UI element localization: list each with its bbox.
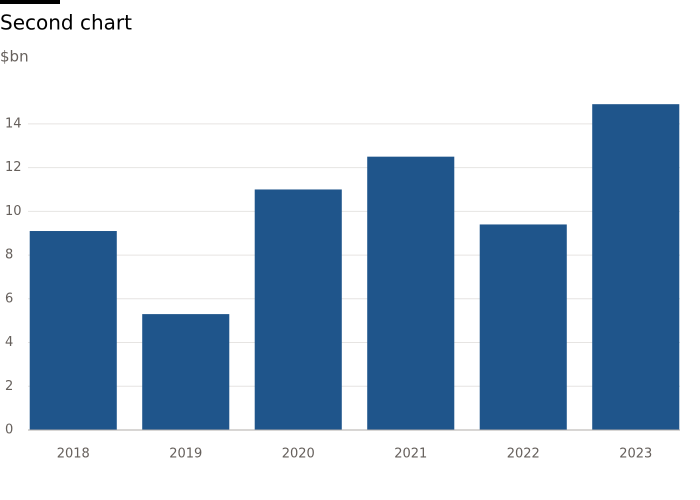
y-tick-label: 10 [5, 204, 22, 219]
bar [142, 314, 230, 430]
y-tick-label: 2 [5, 379, 13, 394]
y-tick-label: 6 [5, 291, 13, 306]
y-tick-label: 0 [5, 423, 13, 438]
bar [367, 156, 455, 430]
brand-bar [0, 0, 60, 4]
x-tick-label: 2022 [507, 447, 540, 462]
y-tick-label: 12 [5, 160, 22, 175]
x-tick-label: 2020 [282, 447, 315, 462]
chart-title: Second chart [0, 11, 132, 35]
y-tick-label: 14 [5, 116, 22, 131]
y-tick-label: 8 [5, 248, 13, 263]
x-tick-label: 2023 [619, 447, 652, 462]
bar [592, 104, 680, 430]
bar [29, 231, 117, 430]
chart-subtitle: $bn [0, 48, 29, 66]
x-tick-label: 2018 [57, 447, 90, 462]
bar [479, 224, 567, 430]
y-tick-label: 4 [5, 335, 13, 350]
bar [254, 189, 342, 430]
x-tick-label: 2019 [169, 447, 202, 462]
x-tick-label: 2021 [394, 447, 427, 462]
